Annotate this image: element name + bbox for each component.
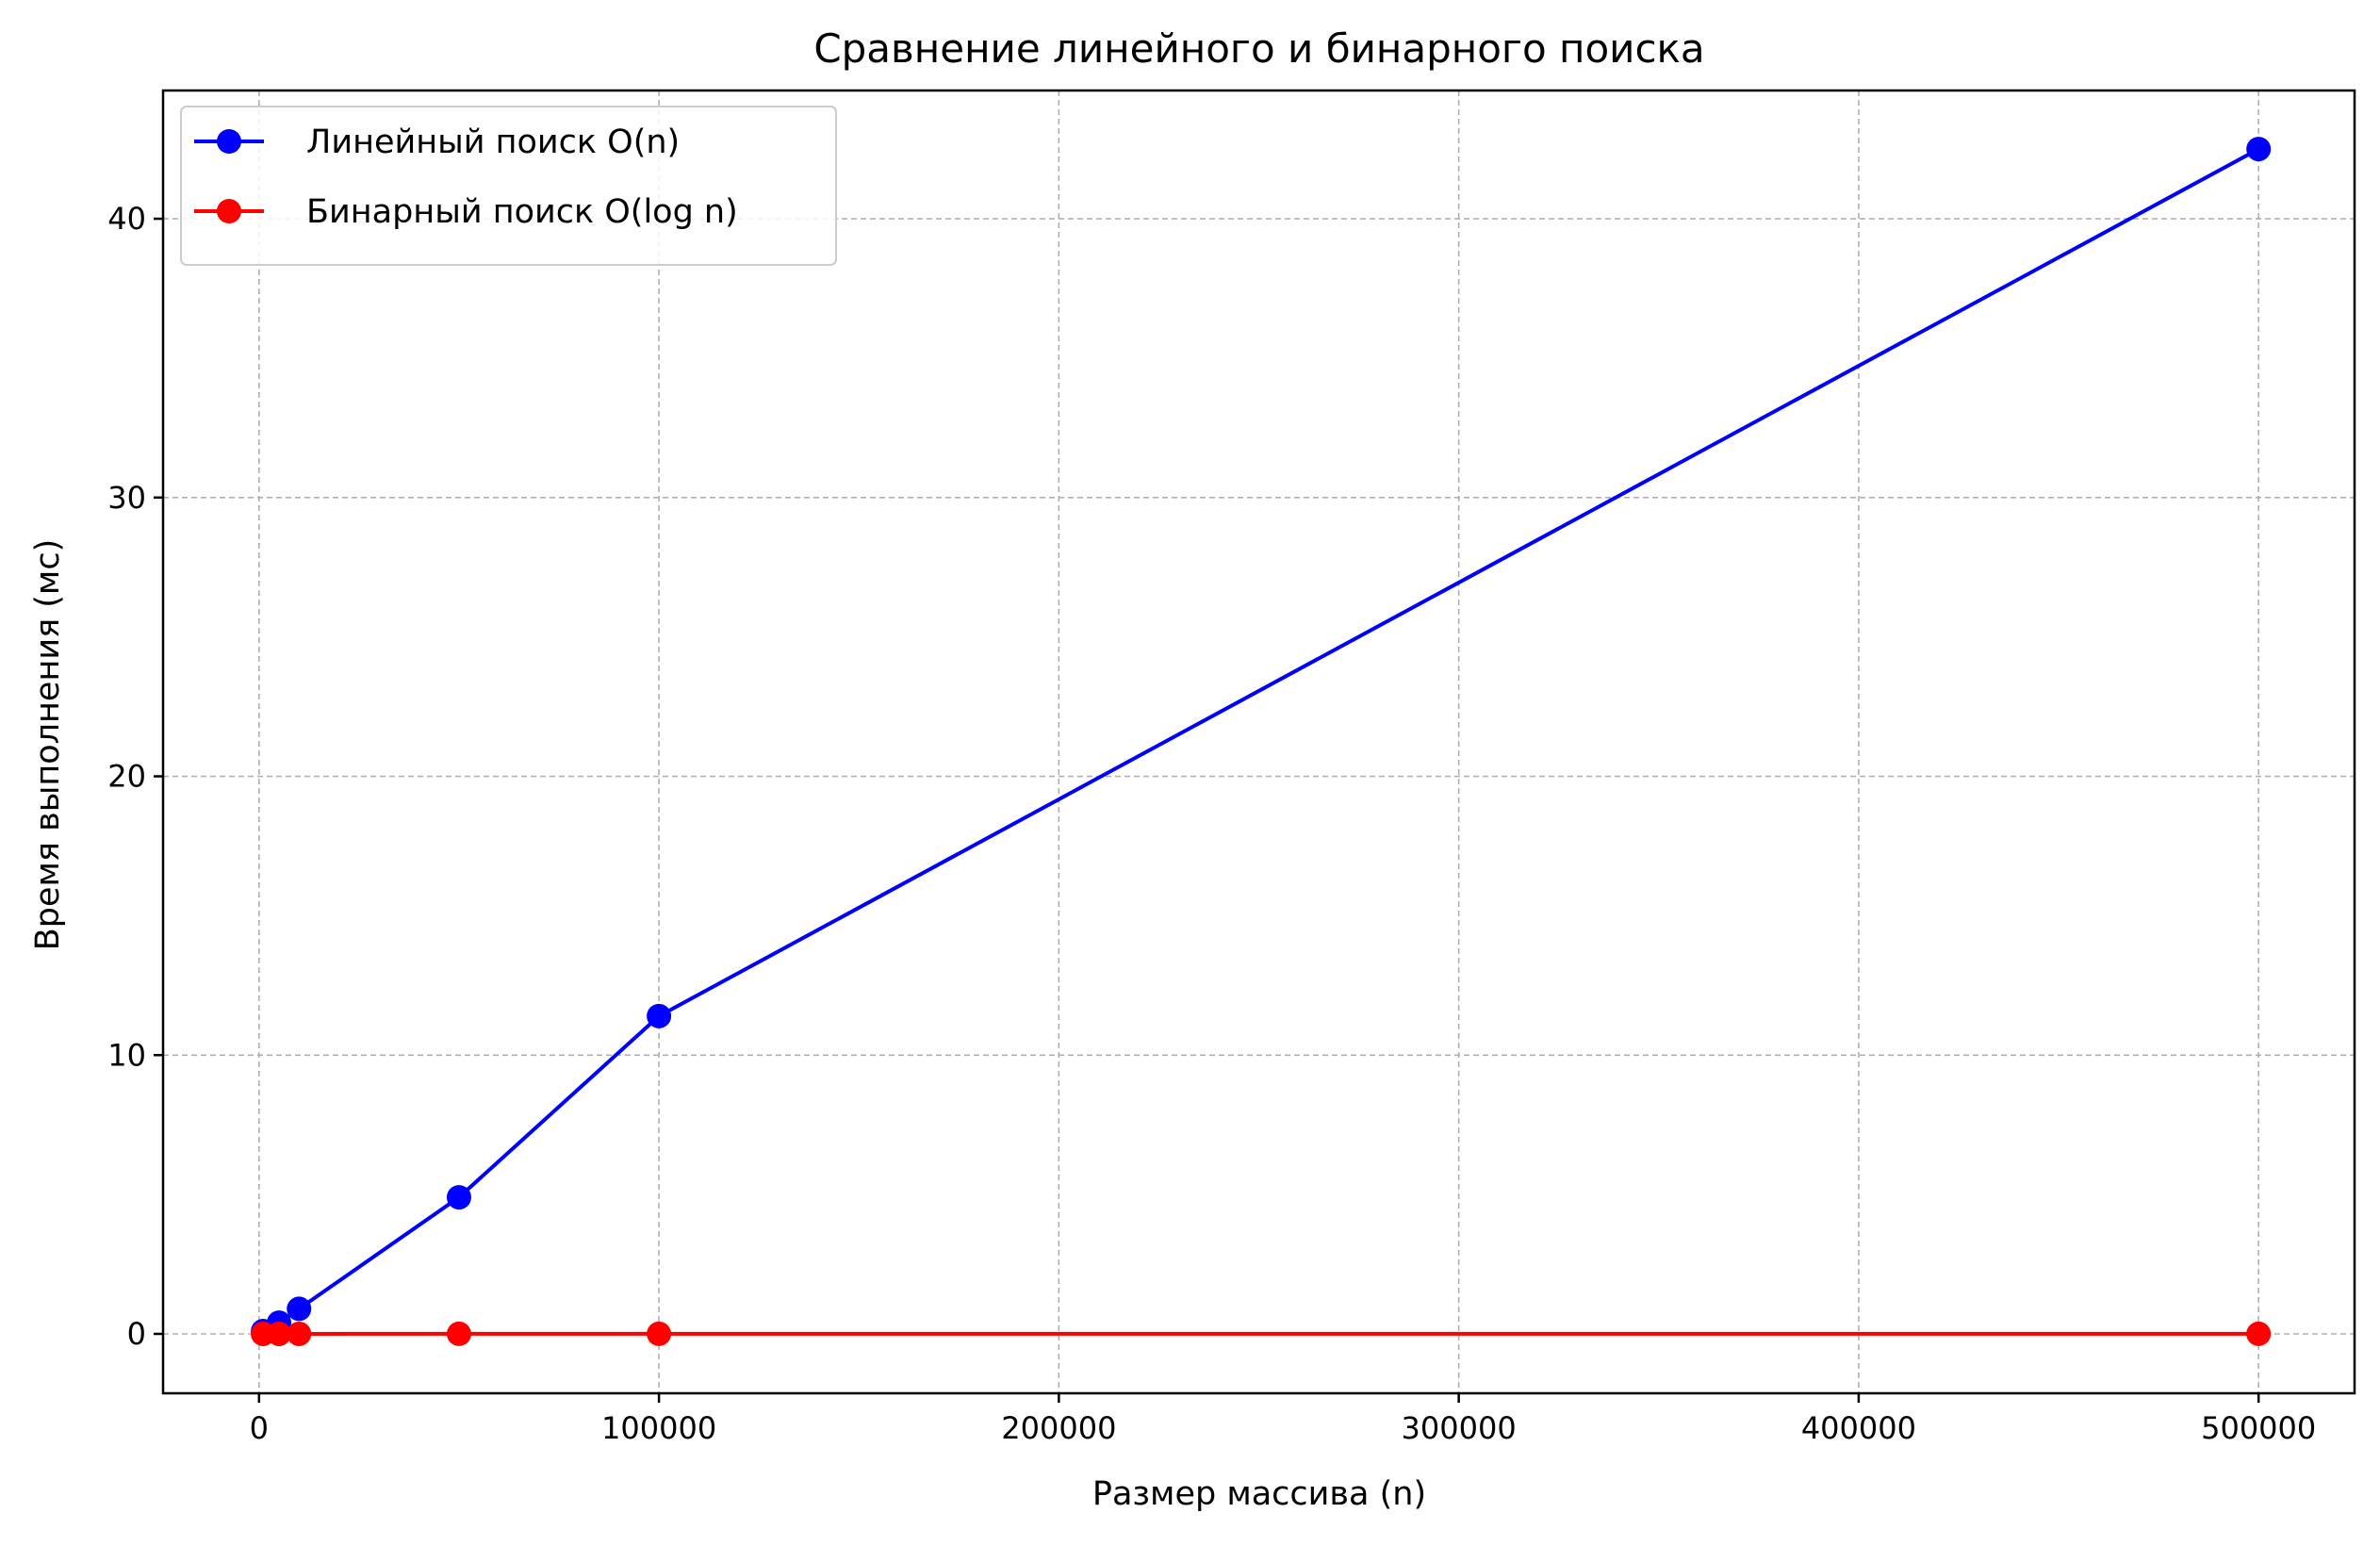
data-point	[287, 1321, 312, 1346]
data-point	[267, 1321, 292, 1346]
x-axis-label: Размер массива (n)	[1092, 1475, 1426, 1513]
x-tick-label: 200000	[1001, 1410, 1116, 1446]
data-point	[446, 1185, 471, 1210]
axis-ticks: 0 100000 200000 300000 400000 500000 0 10 20 30 40	[107, 201, 2316, 1446]
y-tick-label: 0	[127, 1316, 146, 1352]
data-point	[2246, 1321, 2272, 1346]
x-tick-label: 100000	[601, 1410, 716, 1446]
y-tick-label: 20	[107, 759, 146, 795]
data-point	[446, 1321, 471, 1346]
x-tick-label: 300000	[1402, 1410, 1517, 1446]
x-tick-label: 500000	[2201, 1410, 2316, 1446]
legend: Линейный поиск O(n) Бинарный поиск O(log …	[180, 106, 837, 266]
x-tick-label: 0	[250, 1410, 269, 1446]
y-axis-label: Время выполнения (мс)	[29, 539, 67, 950]
legend-marker	[217, 129, 241, 154]
data-point	[2246, 137, 2272, 162]
y-tick-label: 10	[107, 1037, 146, 1073]
plot-frame	[161, 89, 2356, 1395]
legend-marker	[217, 199, 241, 223]
x-tick-label: 400000	[1801, 1410, 1916, 1446]
legend-entry: Линейный поиск O(n)	[306, 123, 680, 161]
series-2	[251, 1321, 2272, 1346]
legend-entry: Бинарный поиск O(log n)	[306, 193, 738, 231]
plot-series	[251, 137, 2272, 1346]
chart-title: Сравнение линейного и бинарного поиска	[813, 25, 1704, 72]
y-tick-label: 30	[107, 480, 146, 516]
data-point	[647, 1003, 672, 1028]
data-point	[287, 1296, 312, 1322]
legend-box	[180, 106, 837, 266]
y-tick-label: 40	[107, 201, 146, 237]
data-point	[647, 1321, 672, 1346]
